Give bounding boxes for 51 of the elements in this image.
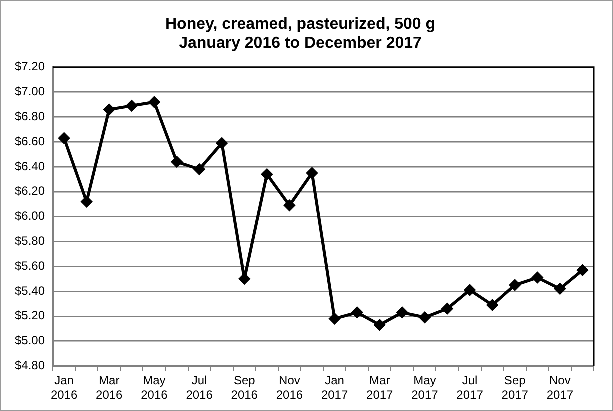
x-tick-label: May 2016: [141, 374, 168, 402]
x-tick-label: Jan 2017: [321, 374, 348, 402]
point: [419, 312, 430, 324]
y-tick-label: $6.60: [15, 134, 46, 148]
y-tick-label: $6.80: [15, 110, 46, 124]
y-tick-label: $4.80: [15, 358, 46, 373]
point: [554, 284, 566, 295]
point: [216, 138, 228, 149]
x-tick-label: Nov 2016: [276, 374, 304, 402]
point: [442, 303, 453, 314]
point: [194, 164, 206, 175]
point: [352, 307, 363, 318]
x-tick-label: Nov 2017: [546, 374, 574, 402]
chart-title: Honey, creamed, pasteurized, 500 g: [165, 16, 436, 34]
point: [284, 200, 296, 212]
point: [148, 96, 160, 108]
y-tick-label: $6.00: [15, 209, 46, 224]
point: [262, 168, 273, 180]
point: [329, 313, 340, 324]
x-tick-label: May 2017: [412, 374, 439, 402]
point: [239, 274, 250, 285]
point: [487, 300, 498, 311]
y-tick-label: $5.80: [15, 234, 46, 248]
point: [510, 280, 521, 291]
point: [532, 272, 544, 284]
point: [374, 320, 386, 331]
y-tick-label: $5.60: [15, 258, 46, 273]
x-tick-label: Jul 2017: [456, 374, 484, 402]
point: [172, 156, 182, 168]
x-tick-label: Sep 2016: [231, 374, 258, 402]
point: [464, 284, 476, 296]
y-tick-label: $5.40: [15, 284, 46, 298]
point: [126, 100, 138, 112]
x-tick-label: Sep 2017: [502, 374, 529, 402]
point: [306, 168, 318, 179]
y-tick-label: $7.20: [15, 60, 46, 74]
y-tick-label: $5.20: [15, 308, 46, 323]
point: [58, 132, 70, 144]
x-tick-label: Jan 2016: [50, 374, 78, 402]
y-tick-label: $6.20: [15, 184, 46, 198]
point: [104, 104, 115, 116]
y-tick-label: $6.40: [15, 159, 46, 174]
x-tick-label: Jul 2016: [186, 374, 214, 402]
x-tick-label: Mar 2017: [366, 374, 394, 402]
point: [577, 264, 588, 276]
chart-subtitle: January 2016 to December 2017: [179, 35, 422, 52]
x-tick-label: Mar 2016: [96, 374, 124, 402]
point: [396, 307, 408, 318]
y-tick-label: $7.00: [15, 84, 46, 99]
point: [81, 196, 92, 208]
y-tick-label: $5.00: [15, 334, 46, 348]
